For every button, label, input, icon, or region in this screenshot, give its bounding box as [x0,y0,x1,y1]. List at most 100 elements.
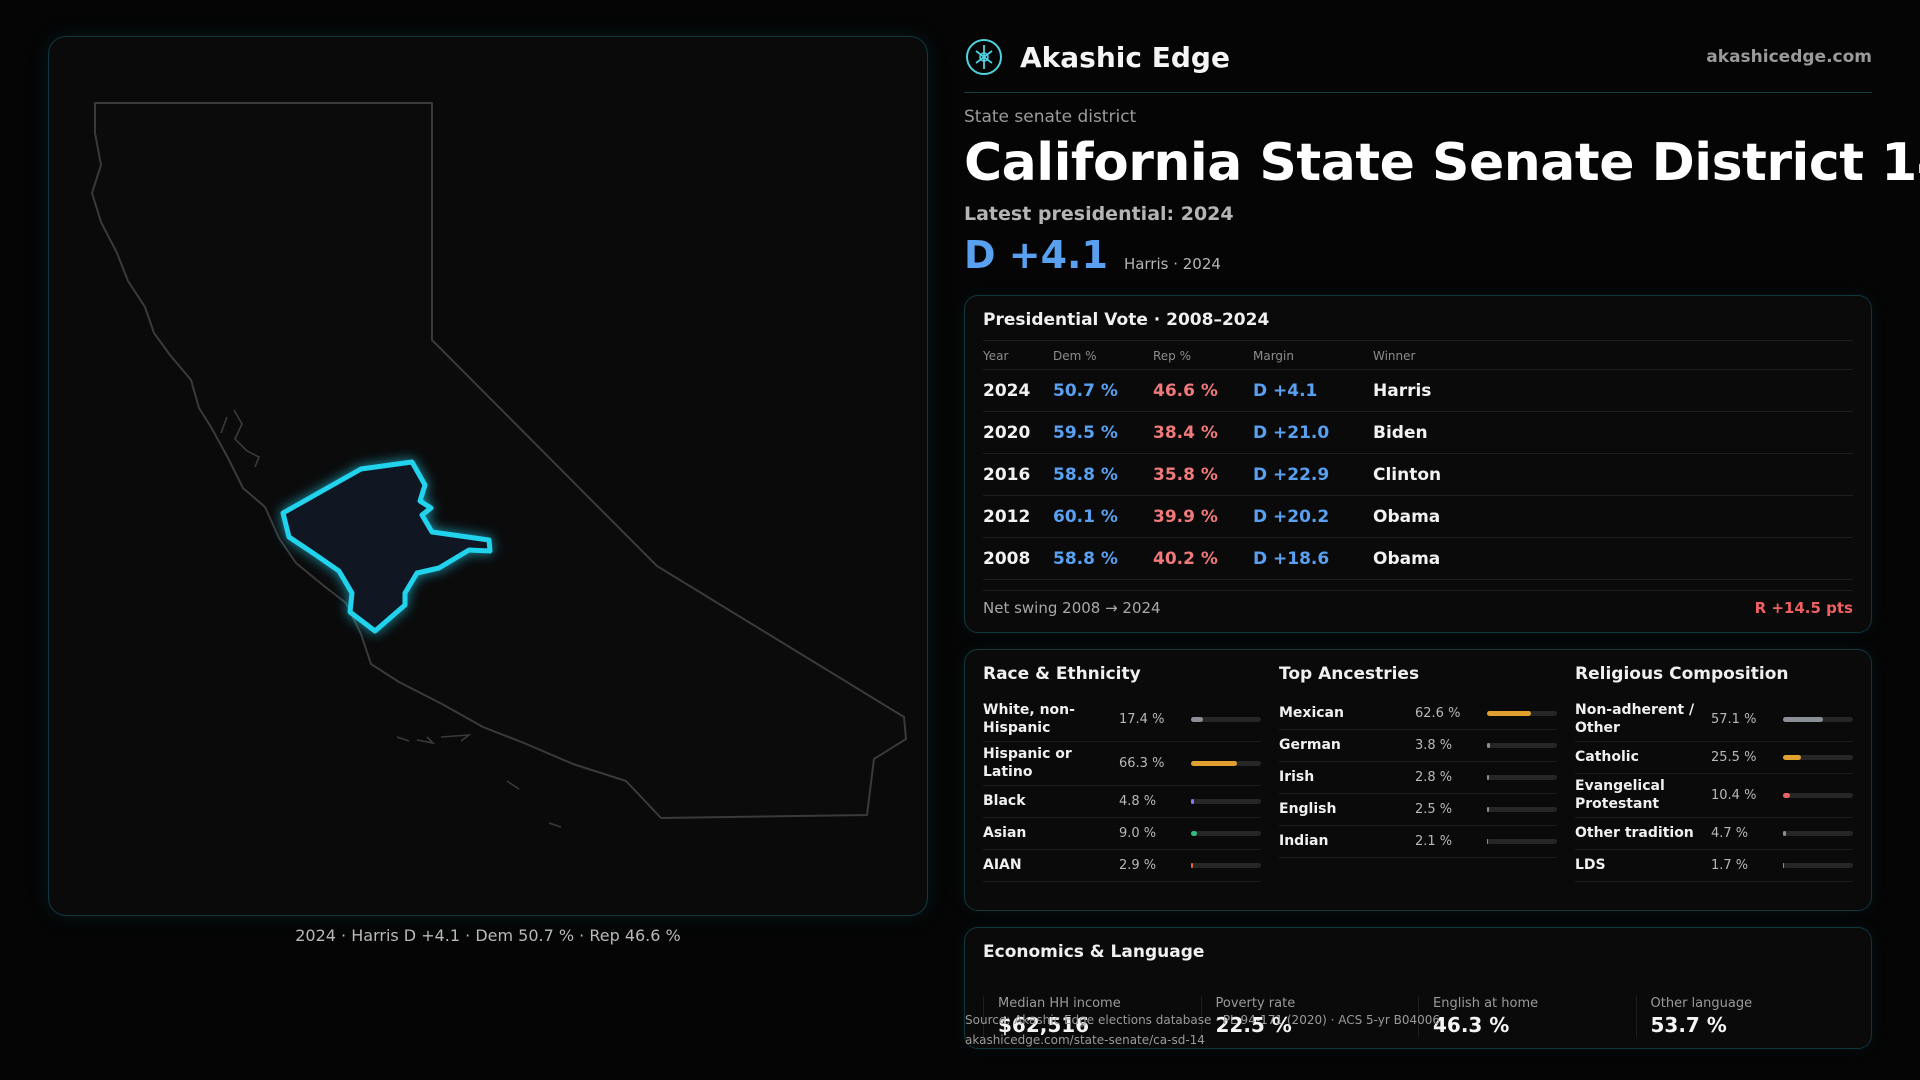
source-note: Source: Akashic Edge elections database … [965,1010,1440,1050]
list-item: LDS 1.7 % [1575,850,1853,882]
demo-value: 57.1 % [1711,712,1757,727]
race-ethnicity-section: Race & Ethnicity White, non-Hispanic 17.4… [983,664,1279,896]
econ-value: 46.3 % [1433,1013,1510,1037]
cell-margin: D +20.2 [1253,495,1373,538]
cell-dem: 58.8 % [1053,453,1153,496]
district-map [48,36,928,916]
share-bar-fill [1783,863,1785,868]
share-bar-fill [1783,755,1801,760]
col-rep-header: Rep % [1153,340,1253,370]
demo-value: 2.9 % [1119,858,1157,873]
cell-rep: 40.2 % [1153,537,1253,580]
share-bar [1191,761,1261,766]
cell-winner: Obama [1373,537,1853,580]
demo-label: German [1279,736,1341,753]
brand-header: Akashic Edge akashicedge.com [964,36,1872,78]
religion-list: Non-adherent / Other 57.1 % Catholic 25.5 %… [1575,698,1853,882]
list-item: Mexican 62.6 % [1279,698,1557,730]
share-bar-fill [1487,743,1490,748]
share-bar [1783,755,1853,760]
econ-stat-english-at-home: English at home 46.3 % [1418,996,1636,1037]
source-url[interactable]: akashicedge.com/state-senate/ca-sd-14 [965,1033,1205,1047]
econ-stat-median-income: Median HH income $62,516 [983,996,1201,1037]
share-bar-fill [1487,711,1531,716]
share-bar-fill [1191,761,1238,766]
col-year-header: Year [983,340,1053,370]
list-item: Non-adherent / Other 57.1 % [1575,698,1853,742]
map-caption: 2024 · Harris D +4.1 · Dem 50.7 % · Rep … [295,926,681,945]
table-row: 2024 50.7 % 46.6 % D +4.1 Harris [983,369,1853,412]
demo-value: 2.1 % [1415,834,1453,849]
demo-value: 25.5 % [1711,750,1757,765]
cell-winner: Clinton [1373,453,1853,496]
demo-value: 9.0 % [1119,826,1157,841]
list-item: Black 4.8 % [983,786,1261,818]
net-swing-value: R +14.5 pts [1754,599,1853,617]
share-bar [1487,711,1557,716]
demo-label: LDS [1575,856,1606,873]
demo-value: 1.7 % [1711,858,1749,873]
share-bar-fill [1783,793,1791,798]
share-bar [1783,793,1853,798]
share-bar [1487,839,1557,844]
cell-margin: D +21.0 [1253,411,1373,454]
header-divider [964,92,1872,93]
economics-title: Economics & Language [983,942,1205,962]
table-row: 2008 58.8 % 40.2 % D +18.6 Obama [983,537,1853,580]
list-item: Other tradition 4.7 % [1575,818,1853,850]
demo-label: AIAN [983,856,1022,873]
econ-label: Median HH income [998,996,1121,1011]
econ-label: Poverty rate [1215,996,1296,1011]
table-row: 2020 59.5 % 38.4 % D +21.0 Biden [983,411,1853,454]
cell-year: 2008 [983,537,1053,580]
share-bar [1783,863,1853,868]
district-summary: Akashic Edge akashicedge.com State senat… [964,36,1920,1050]
cell-winner: Obama [1373,495,1853,538]
share-bar-fill [1487,775,1489,780]
table-row: 2012 60.1 % 39.9 % D +20.2 Obama [983,495,1853,538]
demo-label: Indian [1279,832,1329,849]
share-bar-fill [1783,831,1787,836]
col-winner-header: Winner [1373,340,1853,370]
cell-dem: 59.5 % [1053,411,1153,454]
demo-label: Catholic [1575,748,1639,765]
map-svg [91,102,907,828]
cell-year: 2020 [983,411,1053,454]
cell-margin: D +18.6 [1253,537,1373,580]
race-list: White, non-Hispanic 17.4 % Hispanic or Lat… [983,698,1261,882]
cell-rep: 38.4 % [1153,411,1253,454]
presidential-card-title: Presidential Vote · 2008–2024 [983,310,1270,330]
brand-name: Akashic Edge [1020,40,1230,74]
cell-dem: 58.8 % [1053,537,1153,580]
page-title: California State Senate District 14 [964,133,1920,193]
econ-label: Other language [1650,996,1753,1011]
demo-label: Non-adherent / Other [1575,702,1695,736]
list-item: Irish 2.8 % [1279,762,1557,794]
demo-label: Evangelical Protestant [1575,778,1665,812]
share-bar-fill [1783,717,1823,722]
table-header-row: Year Dem % Rep % Margin Winner [983,340,1853,370]
share-bar [1783,717,1853,722]
latest-margin: D +4.1 [964,233,1108,277]
demo-value: 4.7 % [1711,826,1749,841]
brand-url[interactable]: akashicedge.com [1706,47,1872,67]
latest-presidential-label: Latest presidential: 2024 [964,203,1234,225]
cell-rep: 46.6 % [1153,369,1253,412]
net-swing-label: Net swing 2008 → 2024 [983,599,1161,617]
share-bar [1487,743,1557,748]
demo-label: Black [983,792,1026,809]
presidential-vote-card: Presidential Vote · 2008–2024 Year Dem %… [964,295,1872,633]
col-margin-header: Margin [1253,340,1373,370]
list-item: AIAN 2.9 % [983,850,1261,882]
econ-value: 22.5 % [1215,1013,1292,1037]
cell-dem: 50.7 % [1053,369,1153,412]
demo-label: Other tradition [1575,824,1694,841]
cell-year: 2024 [983,369,1053,412]
share-bar [1783,831,1853,836]
share-bar-fill [1191,717,1204,722]
ancestry-list: Mexican 62.6 % German 3.8 % Irish 2.8 % Englis… [1279,698,1557,858]
religious-composition-title: Religious Composition [1575,664,1789,684]
religious-composition-section: Religious Composition Non-adherent / Oth… [1575,664,1853,896]
list-item: Catholic 25.5 % [1575,742,1853,774]
demo-value: 2.8 % [1415,770,1453,785]
